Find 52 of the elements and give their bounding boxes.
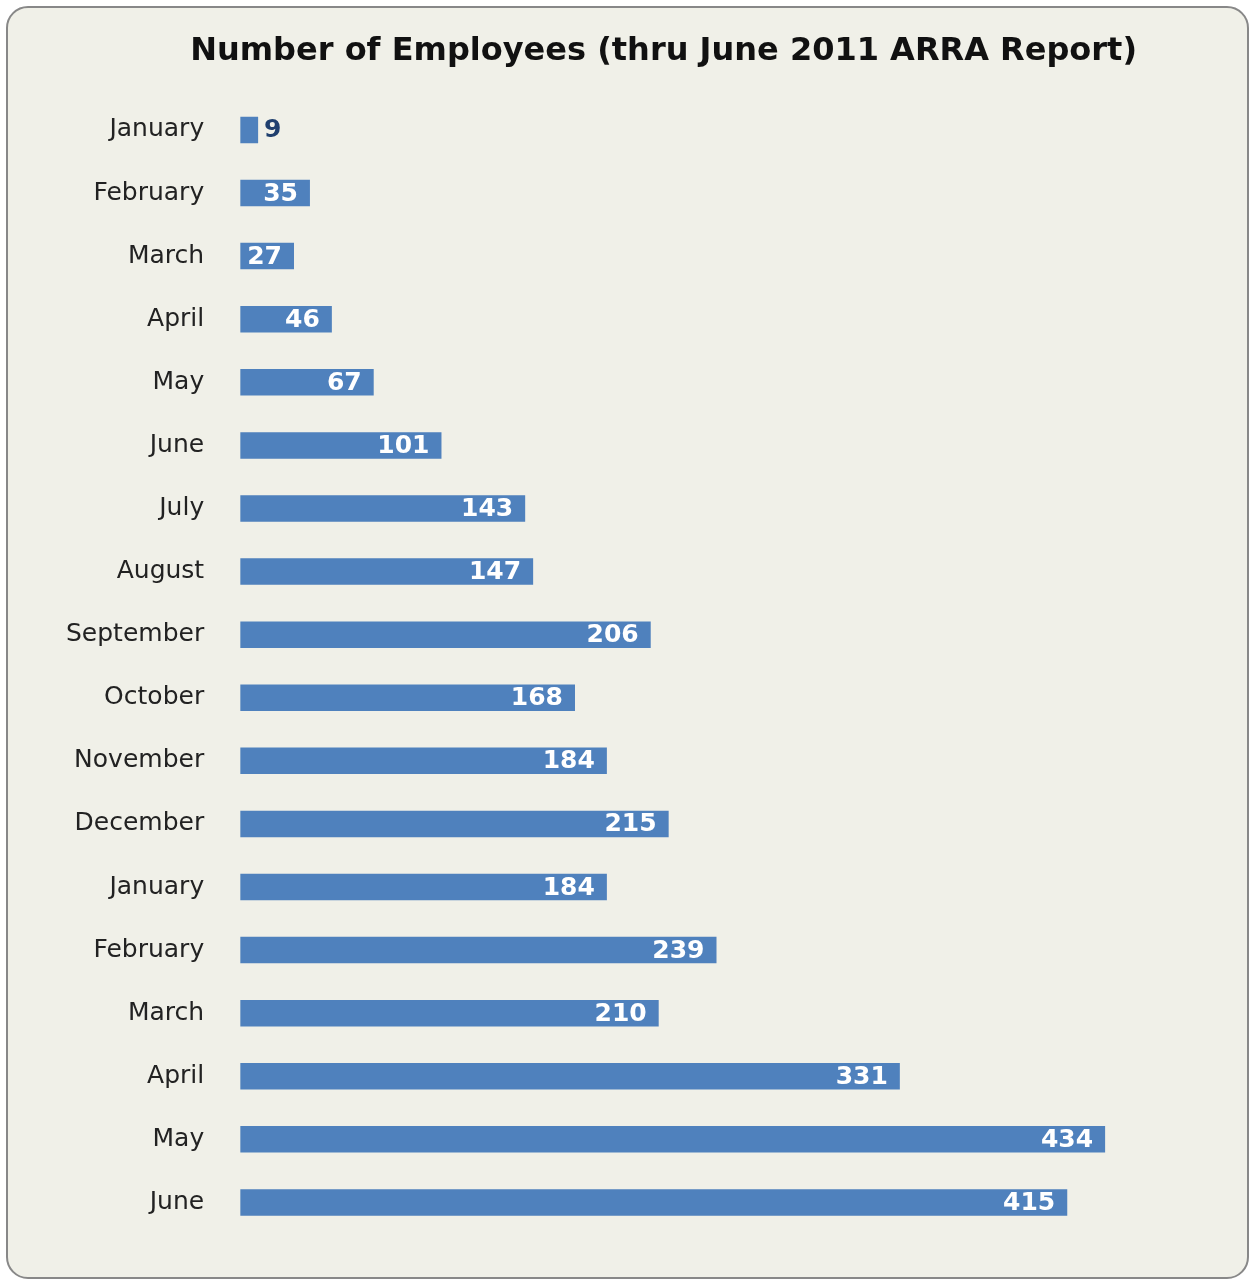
y-tick-label: November [74,744,205,774]
y-tick-label: April [147,1059,205,1089]
bar [240,810,669,838]
data-label: 215 [604,808,657,838]
y-tick-label: June [147,1185,205,1215]
bar [240,432,442,459]
data-label: 168 [510,682,563,712]
bar [240,558,534,585]
y-tick-label: April [147,302,205,332]
bar [240,684,575,711]
y-tick-label: May [152,365,205,395]
bar [240,495,526,522]
bar [240,116,259,144]
data-label: 143 [460,492,514,522]
bar [240,1189,1068,1216]
y-tick-label: February [93,933,205,963]
data-label: 415 [1003,1186,1056,1216]
y-tick-label: October [104,681,205,711]
bar [240,621,651,648]
data-label: 27 [247,240,282,270]
y-tick-label: May [152,1122,205,1152]
y-tick-label: July [157,491,205,521]
bar [240,369,374,396]
data-label: 206 [586,619,639,649]
y-tick-label: March [127,239,205,269]
bar [240,1126,1106,1153]
data-label: 9 [264,114,282,144]
y-tick-label: September [66,618,205,648]
data-label: 434 [1040,1123,1094,1153]
y-tick-label: January [107,870,205,900]
bar [240,936,717,964]
data-label: 147 [468,556,522,586]
y-tick-label: February [93,176,205,206]
data-label: 239 [652,934,705,964]
chart-title: Number of Employees (thru June 2011 ARRA Report) [190,29,1137,68]
data-label: 46 [285,303,320,333]
bar [240,999,659,1027]
y-tick-label: March [127,996,205,1026]
bar [240,747,607,775]
data-label: 184 [542,871,595,901]
bar [240,1063,900,1090]
y-tick-label: January [107,113,205,143]
y-tick-label: June [147,428,205,458]
data-label: 67 [326,366,362,396]
data-label: 35 [263,177,298,207]
data-label: 210 [594,997,647,1027]
data-label: 331 [835,1060,888,1090]
y-tick-label: August [116,555,205,585]
bar [240,873,607,901]
data-label: 184 [542,745,595,775]
y-tick-label: December [74,807,205,837]
data-label: 101 [377,429,430,459]
